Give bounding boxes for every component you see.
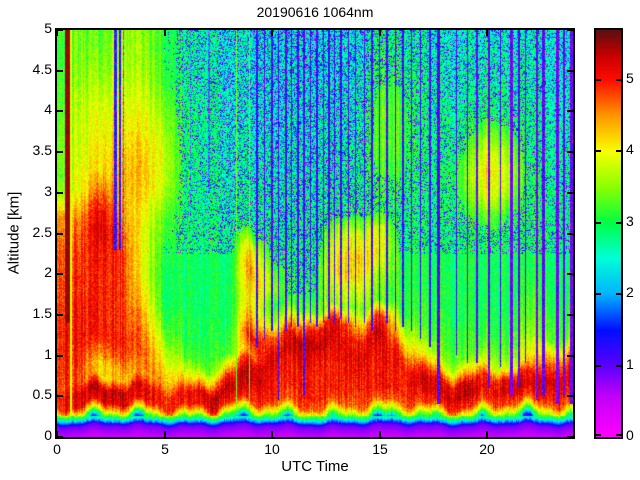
plot-area <box>55 28 575 439</box>
colorbar-tick-label: 3 <box>626 213 634 229</box>
y-tick-label: 4 <box>44 101 52 117</box>
colorbar-tick <box>616 79 621 81</box>
y-tick-label: 0 <box>44 427 52 443</box>
y-tick <box>567 233 573 235</box>
colorbar-tick-label: 2 <box>626 284 634 300</box>
y-tick <box>57 110 63 112</box>
colorbar-tick <box>616 434 621 436</box>
x-tick-label: 0 <box>53 441 61 457</box>
y-tick <box>57 436 63 438</box>
x-tick-label: 20 <box>479 441 495 457</box>
colorbar-tick <box>596 79 601 81</box>
colorbar-tick <box>596 150 601 152</box>
y-tick <box>567 70 573 72</box>
colorbar-tick <box>596 222 601 224</box>
y-tick <box>567 29 573 31</box>
colorbar-canvas <box>596 30 621 437</box>
colorbar-tick <box>616 293 621 295</box>
y-tick-label: 3 <box>44 183 52 199</box>
colorbar-tick <box>616 365 621 367</box>
x-tick <box>486 30 488 36</box>
x-tick-label: 5 <box>161 441 169 457</box>
x-tick <box>271 431 273 437</box>
y-tick <box>57 29 63 31</box>
y-tick <box>57 355 63 357</box>
y-tick <box>567 273 573 275</box>
y-tick <box>57 273 63 275</box>
y-tick <box>567 151 573 153</box>
y-tick-label: 3.5 <box>32 142 52 158</box>
x-tick <box>164 431 166 437</box>
y-tick <box>567 110 573 112</box>
y-tick <box>57 395 63 397</box>
y-tick <box>57 233 63 235</box>
colorbar-tick <box>596 365 601 367</box>
colorbar-tick <box>596 293 601 295</box>
colorbar-tick-label: 5 <box>626 70 634 86</box>
y-tick-label: 1.5 <box>32 305 52 321</box>
colorbar-tick <box>616 222 621 224</box>
y-tick <box>57 70 63 72</box>
colorbar-tick-label: 4 <box>626 141 634 157</box>
x-tick <box>379 431 381 437</box>
y-tick <box>567 314 573 316</box>
y-tick <box>57 314 63 316</box>
y-tick-label: 2 <box>44 264 52 280</box>
y-tick <box>57 192 63 194</box>
x-tick-label: 15 <box>372 441 388 457</box>
y-tick <box>567 395 573 397</box>
y-tick <box>567 436 573 438</box>
y-tick-label: 4.5 <box>32 61 52 77</box>
y-tick-label: 2.5 <box>32 224 52 240</box>
plot-title: 20190616 1064nm <box>256 4 374 20</box>
y-tick-label: 5 <box>44 20 52 36</box>
heatmap-canvas <box>57 30 573 437</box>
y-tick-label: 1 <box>44 346 52 362</box>
colorbar-tick <box>616 150 621 152</box>
y-tick <box>567 192 573 194</box>
x-tick-label: 10 <box>264 441 280 457</box>
x-tick <box>379 30 381 36</box>
colorbar-tick-label: 0 <box>626 427 634 443</box>
x-tick <box>56 30 58 36</box>
colorbar-tick <box>596 434 601 436</box>
y-tick <box>57 151 63 153</box>
x-tick <box>164 30 166 36</box>
colorbar-tick-label: 1 <box>626 356 634 372</box>
colorbar <box>594 28 623 439</box>
y-tick <box>567 355 573 357</box>
y-tick-label: 0.5 <box>32 386 52 402</box>
x-tick <box>271 30 273 36</box>
x-tick <box>486 431 488 437</box>
x-tick <box>56 431 58 437</box>
x-axis-label: UTC Time <box>281 458 349 475</box>
